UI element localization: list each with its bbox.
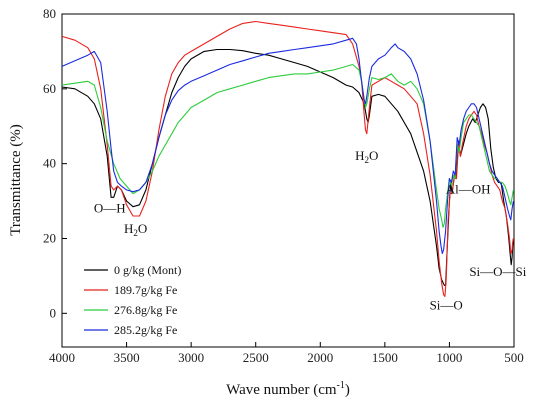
series-layer — [61, 20, 514, 298]
x-tick-label: 2000 — [307, 350, 333, 365]
peak-annotation: O—H — [94, 200, 126, 215]
legend-label: 285.2g/kg Fe — [114, 323, 177, 337]
y-tick-label: 0 — [50, 305, 57, 320]
annotation-layer: O—H H2O H2O Al—OH Si—O Si—O—Si — [94, 148, 527, 313]
x-axis-title: Wave number (cm-1) — [226, 380, 350, 398]
y-tick-label: 40 — [43, 156, 56, 171]
peak-annotation: Si—O — [430, 298, 463, 313]
x-tick-label: 3500 — [114, 350, 140, 365]
legend-label: 276.8g/kg Fe — [114, 303, 177, 317]
peak-annotation: H2O — [355, 148, 378, 165]
x-tick-label: 1000 — [436, 350, 462, 365]
x-tick-label: 2500 — [243, 350, 269, 365]
x-tick-label: 4000 — [49, 350, 75, 365]
series-line-0 — [61, 48, 514, 286]
peak-annotation: Al—OH — [446, 182, 491, 197]
y-tick-label: 80 — [43, 6, 56, 21]
series-line-1 — [61, 20, 514, 298]
x-tick-label: 1500 — [372, 350, 398, 365]
x-tick-label: 500 — [504, 350, 524, 365]
plot-area — [61, 13, 515, 348]
y-tick-label: 20 — [43, 230, 56, 245]
y-tick-label: 60 — [43, 81, 56, 96]
peak-annotation: H2O — [124, 221, 147, 238]
series-line-3 — [61, 37, 514, 255]
series-line-2 — [61, 63, 514, 228]
y-axis-ticks: 0 20 40 60 80 — [43, 6, 67, 320]
x-axis-ticks: 4000 3500 3000 2500 2000 1500 1000 500 — [49, 342, 524, 365]
legend: 0 g/kg (Mont) 189.7g/kg Fe 276.8g/kg Fe 285… — [84, 263, 181, 337]
legend-label: 189.7g/kg Fe — [114, 283, 177, 297]
x-tick-label: 3000 — [178, 350, 204, 365]
peak-annotation: Si—O—Si — [469, 264, 526, 279]
legend-label: 0 g/kg (Mont) — [114, 263, 181, 277]
y-axis-title: Transmittance (%) — [8, 124, 24, 236]
